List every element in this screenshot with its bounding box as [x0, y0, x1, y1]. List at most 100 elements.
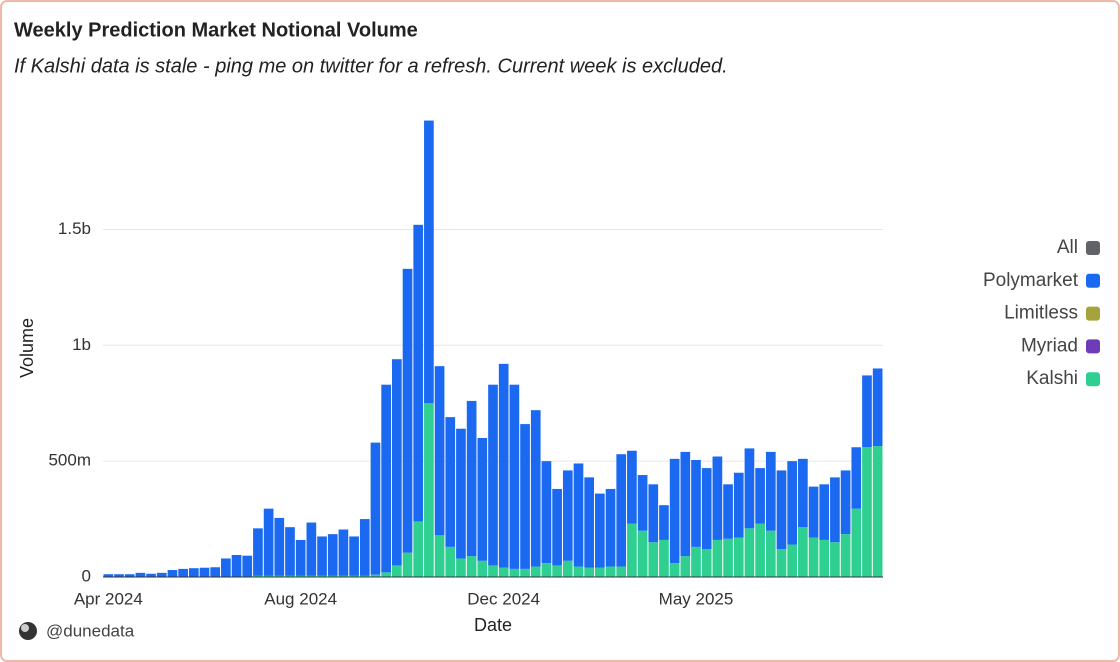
bar	[370, 442, 381, 575]
bar	[274, 575, 285, 577]
bar	[498, 567, 509, 577]
bar	[295, 575, 306, 577]
bar	[562, 560, 573, 577]
bar	[520, 424, 530, 569]
bar	[808, 537, 819, 577]
bar	[381, 572, 391, 577]
bar	[541, 563, 552, 577]
bar	[584, 477, 595, 568]
bar	[306, 575, 317, 577]
y-tick-label: 1.5b	[58, 219, 91, 238]
bar	[819, 539, 830, 577]
bar	[295, 539, 306, 576]
bar	[659, 539, 669, 577]
bar	[627, 450, 637, 524]
x-tick-label: Aug 2024	[264, 589, 337, 608]
bar	[872, 368, 883, 447]
bar	[798, 527, 808, 577]
bar	[488, 565, 498, 577]
bar	[862, 375, 872, 448]
bar	[477, 437, 488, 561]
bar	[798, 458, 808, 528]
bar	[862, 447, 872, 577]
legend-swatch	[1086, 306, 1100, 321]
x-tick-label: May 2025	[659, 589, 734, 608]
footer: @dunedata	[46, 621, 135, 640]
bar	[317, 536, 327, 576]
bar	[424, 403, 434, 577]
bar	[466, 400, 477, 557]
bar	[114, 574, 124, 577]
bar	[466, 556, 477, 577]
footer-icon	[21, 624, 29, 632]
bar	[712, 539, 723, 577]
bar	[712, 456, 723, 540]
bar	[178, 568, 188, 577]
bar	[808, 486, 819, 538]
bar	[776, 549, 787, 577]
bar	[509, 568, 520, 577]
x-tick-label: Dec 2024	[467, 589, 540, 608]
bar	[669, 563, 680, 577]
bar	[616, 566, 627, 577]
bar	[391, 565, 402, 577]
bar	[520, 568, 530, 577]
bar	[573, 566, 584, 577]
bar	[573, 463, 584, 567]
bar	[242, 555, 253, 577]
bar	[723, 538, 733, 577]
bar	[359, 575, 370, 577]
bar	[456, 428, 466, 559]
bar	[637, 475, 648, 531]
bar	[338, 529, 349, 576]
bar	[819, 484, 830, 540]
bar	[530, 566, 541, 577]
bar	[733, 472, 744, 538]
bar	[616, 454, 627, 567]
bar	[424, 120, 434, 404]
bar	[253, 575, 263, 577]
bar	[755, 523, 765, 577]
bar	[637, 530, 648, 577]
bar	[830, 542, 840, 577]
legend-label: Polymarket	[983, 270, 1079, 291]
bar	[552, 565, 562, 577]
bar	[840, 470, 851, 535]
bar	[103, 574, 114, 577]
bar	[691, 459, 701, 547]
bar	[210, 567, 221, 577]
legend-swatch	[1086, 273, 1100, 288]
footer-icon	[19, 622, 37, 640]
bar	[765, 530, 776, 577]
legend-label: Kalshi	[1026, 368, 1078, 389]
bar	[562, 470, 573, 561]
bar	[124, 574, 135, 577]
bar	[231, 554, 242, 577]
bar	[605, 488, 616, 567]
bar	[413, 224, 424, 522]
bar	[381, 384, 391, 573]
bar	[733, 537, 744, 577]
bar	[744, 448, 755, 529]
bar	[263, 508, 274, 576]
bar	[263, 575, 274, 577]
bar	[135, 572, 146, 577]
bar	[274, 517, 285, 576]
bar	[595, 493, 605, 568]
bar	[306, 522, 317, 576]
bar	[488, 384, 498, 566]
bar	[221, 558, 231, 577]
bar	[349, 575, 359, 577]
bar	[477, 560, 488, 577]
bar	[723, 484, 733, 539]
bar	[349, 536, 359, 576]
x-tick-label: Apr 2024	[74, 589, 143, 608]
bar	[391, 359, 402, 566]
bar	[413, 521, 424, 577]
bar	[691, 546, 701, 577]
bar	[787, 461, 798, 545]
bar	[680, 556, 691, 577]
bar	[851, 447, 862, 509]
